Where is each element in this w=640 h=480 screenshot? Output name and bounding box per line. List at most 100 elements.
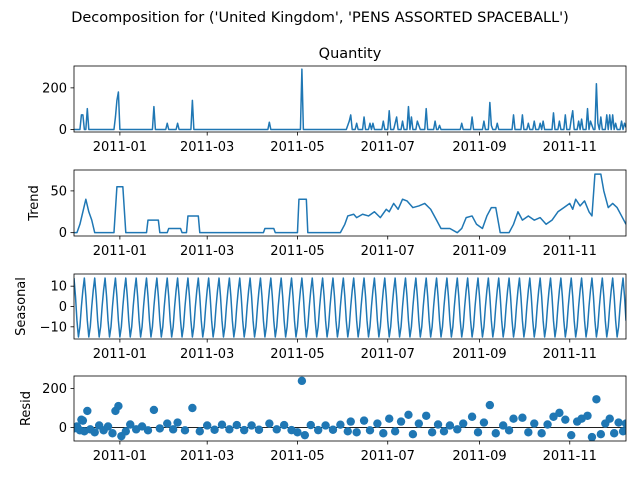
resid-point bbox=[149, 405, 159, 415]
resid-point bbox=[605, 414, 614, 423]
x-tick-label: 2011-11 bbox=[543, 449, 597, 464]
x-tick-label: 2011-03 bbox=[180, 449, 234, 464]
resid-point bbox=[143, 426, 153, 435]
resid-point bbox=[453, 425, 462, 434]
resid-point bbox=[439, 427, 449, 436]
resid-point bbox=[188, 403, 197, 413]
seasonal-ylabel: Seasonal bbox=[14, 277, 29, 336]
decomposition-panels: 0 200 2011-01 2011-03 2011-05 2011-07 2011-09 2… bbox=[14, 46, 627, 464]
y-tick-label: −10 bbox=[40, 320, 67, 335]
x-tick-label: 2011-07 bbox=[361, 244, 415, 259]
resid-point bbox=[422, 411, 431, 420]
x-tick-label: 2011-03 bbox=[180, 140, 234, 155]
resid-point bbox=[396, 417, 406, 426]
resid-point bbox=[78, 416, 88, 425]
resid-point bbox=[433, 420, 443, 429]
resid-point bbox=[155, 424, 165, 433]
resid-point bbox=[180, 426, 190, 435]
resid-point bbox=[479, 418, 489, 427]
resid-point bbox=[83, 406, 92, 416]
resid-point bbox=[126, 420, 135, 429]
resid-point bbox=[390, 427, 400, 436]
x-tick-label: 2011-11 bbox=[543, 347, 597, 362]
resid-point bbox=[509, 414, 518, 423]
resid-point bbox=[491, 429, 500, 438]
y-tick-label: 0 bbox=[59, 123, 67, 138]
panel-seasonal: −10 0 10 2011-01 2011-03 2011-05 2011-07 2011-0… bbox=[14, 273, 627, 362]
resid-point bbox=[306, 420, 315, 430]
resid-point bbox=[114, 401, 123, 411]
resid-point bbox=[365, 426, 375, 435]
x-tick-label: 2011-01 bbox=[93, 449, 147, 464]
resid-point bbox=[614, 418, 623, 427]
resid-point bbox=[279, 420, 289, 430]
resid-ylabel: Resid bbox=[19, 391, 34, 426]
resid-point bbox=[321, 421, 330, 430]
resid-point bbox=[346, 417, 355, 426]
x-tick-label: 2011-09 bbox=[452, 140, 506, 155]
resid-point bbox=[473, 428, 483, 437]
x-tick-label: 2011-01 bbox=[93, 347, 147, 362]
resid-point bbox=[210, 425, 219, 434]
resid-point bbox=[163, 419, 172, 428]
resid-data bbox=[74, 376, 626, 441]
resid-point bbox=[385, 414, 394, 423]
resid-point bbox=[592, 395, 601, 404]
resid-point bbox=[272, 425, 281, 434]
x-tick-label: 2011-05 bbox=[270, 449, 324, 464]
resid-point bbox=[225, 425, 234, 434]
resid-point bbox=[518, 413, 527, 422]
resid-point bbox=[137, 422, 147, 431]
resid-point bbox=[195, 427, 204, 436]
resid-point bbox=[352, 428, 361, 437]
resid-point bbox=[583, 411, 592, 420]
x-tick-label: 2011-05 bbox=[270, 140, 324, 155]
trend-data bbox=[74, 173, 626, 234]
resid-point bbox=[343, 427, 352, 436]
resid-point bbox=[596, 430, 606, 439]
seasonal-line bbox=[74, 277, 626, 338]
resid-point bbox=[567, 430, 576, 440]
x-tick-label: 2011-11 bbox=[543, 140, 597, 155]
resid-point bbox=[524, 428, 533, 437]
x-tick-label: 2011-09 bbox=[452, 244, 506, 259]
resid-point bbox=[549, 412, 558, 421]
x-tick-label: 2011-05 bbox=[270, 347, 324, 362]
resid-point bbox=[555, 408, 564, 418]
x-tick-label: 2011-01 bbox=[93, 140, 147, 155]
x-tick-label: 2011-03 bbox=[180, 244, 234, 259]
y-tick-label: 0 bbox=[59, 421, 67, 436]
resid-point bbox=[239, 425, 249, 435]
resid-point bbox=[537, 429, 546, 438]
y-tick-label: 200 bbox=[42, 81, 67, 96]
panel-observed: 0 200 2011-01 2011-03 2011-05 2011-07 2011-09 2… bbox=[42, 46, 627, 155]
resid-point bbox=[609, 429, 619, 438]
resid-point bbox=[504, 426, 514, 435]
resid-point bbox=[498, 421, 508, 430]
resid-point bbox=[561, 415, 570, 424]
resid-point bbox=[530, 419, 539, 428]
resid-point bbox=[232, 420, 241, 430]
resid-point bbox=[121, 427, 130, 436]
resid-point bbox=[404, 410, 413, 420]
resid-point bbox=[217, 420, 227, 429]
x-tick-label: 2011-05 bbox=[270, 244, 324, 259]
resid-point bbox=[300, 430, 310, 440]
resid-point bbox=[328, 425, 338, 434]
panel-resid: 0 200 2011-01 2011-03 2011-05 2011-07 2011-09 2… bbox=[19, 375, 627, 464]
y-tick-label: 0 bbox=[59, 226, 67, 241]
resid-point bbox=[254, 425, 264, 434]
x-tick-label: 2011-07 bbox=[361, 347, 415, 362]
resid-point bbox=[373, 419, 382, 428]
resid-point bbox=[108, 429, 117, 438]
resid-point bbox=[379, 429, 388, 438]
y-tick-label: 200 bbox=[42, 382, 67, 397]
resid-point bbox=[427, 428, 437, 437]
resid-point bbox=[247, 421, 256, 430]
trend-ylabel: Trend bbox=[27, 185, 42, 222]
resid-point bbox=[202, 421, 212, 430]
panel-trend: 0 50 2011-01 2011-03 2011-05 2011-07 2011-09 20… bbox=[27, 169, 627, 259]
resid-point bbox=[467, 412, 477, 421]
x-tick-label: 2011-09 bbox=[452, 449, 506, 464]
